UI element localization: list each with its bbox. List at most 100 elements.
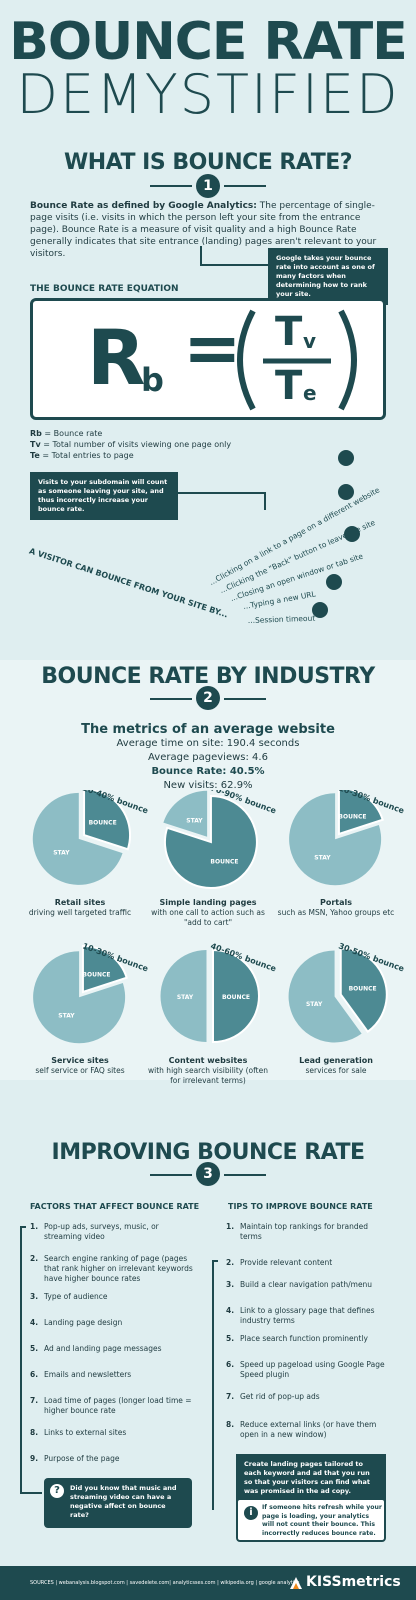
pie-caption-landing: Simple landing pages with one call to act… [151, 898, 265, 927]
divider [224, 698, 266, 700]
metric-time: Average time on site: 190.4 seconds [116, 738, 300, 749]
pie-stay-label: STAY [177, 994, 194, 1001]
factor-item: 4. Landing page design [30, 1318, 123, 1327]
pie-stay-slice [288, 950, 362, 1043]
section3-heading: IMPROVING BOUNCE RATE [51, 1140, 365, 1165]
connector-line [178, 492, 264, 494]
footer-sources: SOURCES | webanalysis.blogspot.com | sav… [30, 1580, 300, 1586]
pie-stay-label: STAY [186, 817, 203, 824]
factor-item: 1. Pop-up ads, surveys, music, or streami… [30, 1222, 159, 1241]
metric-pageviews: Average pageviews: 4.6 [148, 752, 268, 763]
pie-stay-label: STAY [314, 855, 331, 862]
pie-bounce-slice [212, 948, 260, 1044]
music-note: Did you know that music and streaming vi… [70, 1484, 177, 1519]
divider [224, 1174, 266, 1176]
visitor-label: A VISITOR CAN BOUNCE FROM YOUR SITE BY..… [28, 546, 230, 620]
metric-bounce: Bounce Rate: 40.5% [151, 766, 265, 777]
pie-stay-label: STAY [58, 1013, 75, 1020]
pie-bounce-label: BOUNCE [210, 859, 238, 866]
factors-bracket [20, 1492, 42, 1494]
pie-stay-slice [289, 793, 382, 886]
tip-item: 2. Provide relevant content [226, 1258, 333, 1267]
pie-bounce-slice [339, 947, 388, 1034]
pie-bounce-label: BOUNCE [349, 985, 377, 992]
section3-number: 3 [196, 1162, 220, 1186]
pie-caption-retail: Retail sites driving well targeted traffi… [28, 898, 132, 917]
pie-bounce-slice [164, 795, 258, 889]
footer-brand: KISSmetrics [306, 1574, 401, 1590]
tip-item: 1. Maintain top rankings for branded term… [226, 1222, 369, 1241]
eq-v: v [303, 329, 317, 353]
divider [150, 185, 192, 187]
eq-R: R [87, 313, 146, 402]
bullet-dot [338, 484, 354, 500]
metrics-title: The metrics of an average website [81, 722, 335, 737]
factor-item: 8. Links to external sites [30, 1428, 127, 1437]
section2-number: 2 [196, 686, 220, 710]
divider [224, 185, 266, 187]
pie-stay-label: STAY [306, 1001, 323, 1008]
eq-equals: = [183, 307, 242, 389]
pie-caption-lead: Lead generation services for sale [299, 1056, 373, 1075]
section2-heading: BOUNCE RATE BY INDUSTRY [41, 664, 375, 689]
equation-box: R b = T v T e [30, 298, 386, 420]
music-note-box: ? Did you know that music and streaming … [44, 1478, 192, 1528]
factor-item: 9. Purpose of the page [30, 1454, 120, 1463]
bullet-dot [312, 602, 328, 618]
pie-bounce-slice [83, 790, 132, 851]
fraction-parentheses [237, 309, 357, 411]
tips-bracket [212, 1260, 214, 1510]
connector-line [264, 492, 266, 510]
pie-stay-slice [33, 951, 126, 1044]
section1-number: 1 [196, 174, 220, 198]
pie-bounce-slice [337, 790, 384, 836]
tips-bracket [212, 1260, 218, 1262]
definition-text: The percentage of single-page visits (i.… [30, 201, 377, 259]
pie-bounce-label: BOUNCE [82, 971, 110, 978]
tip-item: 4. Link to a glossary page that defines i… [226, 1306, 375, 1325]
bullet-dot [326, 574, 342, 590]
section1-heading: WHAT IS BOUNCE RATE? [64, 150, 353, 175]
landing-note: Create landing pages tailored to each ke… [236, 1454, 386, 1502]
tip-item: 5. Place search function prominently [226, 1334, 368, 1343]
kissmetrics-logo-icon [288, 1575, 304, 1591]
eq-e: e [303, 381, 317, 405]
factor-item: 3. Type of audience [30, 1292, 108, 1301]
tips-heading: TIPS TO IMPROVE BOUNCE RATE [228, 1202, 373, 1211]
factors-heading: FACTORS THAT AFFECT BOUNCE RATE [30, 1202, 200, 1211]
bounce-way-5: ...Session timeout [247, 613, 316, 625]
equation-heading: THE BOUNCE RATE EQUATION [30, 284, 179, 294]
pie-bounce-label: BOUNCE [222, 994, 250, 1001]
legend-item: Rb = Bounce rate [30, 429, 103, 438]
title-line-1: BOUNCE RATE [9, 12, 408, 72]
definition-paragraph: Bounce Rate as defined by Google Analyti… [30, 200, 386, 260]
google-note: Google takes your bounce rate into accou… [268, 248, 388, 305]
subdomain-note: Visits to your subdomain will count as s… [30, 472, 178, 520]
bullet-dot [344, 526, 360, 542]
pie-stay-slice [160, 950, 207, 1042]
pie-bounce-slice [81, 944, 128, 994]
pie-caption-portals: Portals such as MSN, Yahoo groups etc [277, 898, 395, 917]
metric-new-visits: New visits: 62.9% [163, 780, 253, 791]
pie-bounce-label: BOUNCE [89, 820, 117, 827]
bullet-dot [338, 450, 354, 466]
definition-bold: Bounce Rate as defined by Google Analyti… [30, 201, 257, 211]
divider [150, 698, 192, 700]
pie-stay-slice [32, 792, 123, 885]
legend-item: Te = Total entries to page [30, 451, 134, 460]
connector-line [200, 264, 268, 266]
footer: SOURCES | webanalysis.blogspot.com | sav… [0, 1566, 416, 1600]
pie-caption-service: Service sites self service or FAQ sites [35, 1056, 125, 1075]
tip-item: 7. Get rid of pop-up ads [226, 1392, 320, 1401]
factors-bracket [20, 1226, 22, 1494]
eq-b: b [141, 361, 164, 399]
pie-stay-slice [163, 790, 208, 837]
eq-T-top: T [275, 309, 303, 355]
factor-item: 5. Ad and landing page messages [30, 1344, 162, 1353]
divider [150, 1174, 192, 1176]
connector-line [200, 246, 202, 266]
title-line-2: DEMYSTIFIED [16, 63, 400, 126]
factor-item: 2. Search engine ranking of page (pages t… [30, 1254, 193, 1283]
pie-stay-label: STAY [53, 850, 70, 857]
